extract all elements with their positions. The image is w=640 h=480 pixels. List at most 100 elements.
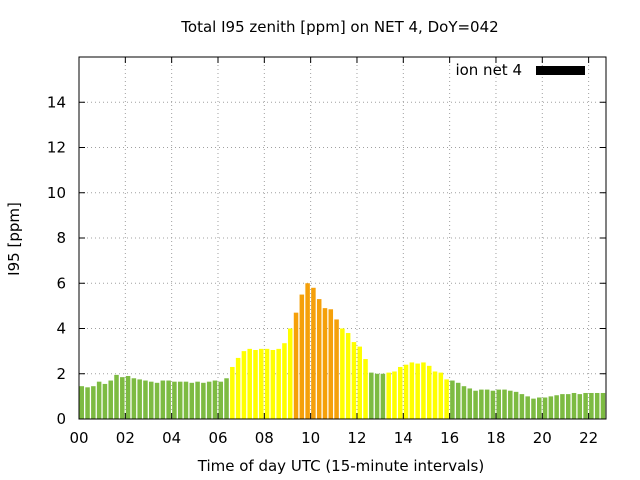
bar	[467, 388, 473, 419]
bar	[444, 379, 449, 419]
bar	[386, 372, 391, 419]
bars-layer	[79, 283, 606, 419]
bar	[531, 398, 536, 419]
bar	[363, 359, 368, 419]
bar	[508, 390, 513, 419]
bar	[374, 373, 380, 419]
bar	[148, 381, 154, 419]
bar	[264, 348, 270, 419]
x-tick-label: 22	[579, 429, 598, 447]
bar	[571, 392, 577, 419]
bar	[334, 319, 339, 419]
bar	[565, 394, 571, 419]
bar	[259, 348, 264, 419]
bar	[502, 389, 507, 419]
x-tick-label: 00	[69, 429, 88, 447]
bar	[409, 362, 415, 419]
bar	[114, 374, 119, 419]
bar	[183, 381, 189, 419]
bar	[85, 387, 90, 419]
bar	[241, 351, 247, 419]
bar	[201, 382, 206, 419]
bar	[276, 348, 281, 419]
bar	[322, 308, 328, 419]
bar	[96, 381, 102, 419]
bar	[525, 396, 530, 419]
bar	[432, 371, 438, 419]
bar	[380, 373, 386, 419]
bar	[137, 379, 142, 419]
bar	[224, 378, 229, 419]
grid-layer	[79, 57, 606, 419]
y-tick-label: 2	[56, 365, 66, 383]
bar	[120, 377, 125, 419]
bar	[415, 363, 420, 419]
bar	[177, 381, 183, 419]
bar	[316, 299, 322, 419]
bar	[299, 294, 305, 419]
bar	[490, 390, 496, 419]
y-tick-label: 14	[47, 93, 66, 111]
x-tick-label: 04	[162, 429, 181, 447]
bar	[438, 372, 444, 419]
bar	[594, 392, 600, 419]
bar	[206, 381, 212, 419]
bar	[195, 381, 200, 419]
x-tick-label: 20	[533, 429, 552, 447]
legend: ion net 4	[455, 61, 585, 79]
bar	[351, 342, 357, 419]
bar	[154, 382, 160, 419]
bar	[548, 396, 554, 419]
bar	[426, 365, 432, 419]
bar	[345, 333, 351, 419]
bar	[328, 309, 334, 419]
x-tick-label: 06	[208, 429, 227, 447]
x-tick-label: 14	[394, 429, 413, 447]
bar	[450, 380, 455, 419]
bar	[189, 382, 195, 419]
x-tick-label: 18	[486, 429, 505, 447]
bar	[455, 382, 461, 419]
bar	[369, 372, 374, 419]
bar	[484, 389, 490, 419]
bar	[479, 389, 484, 419]
bar	[305, 283, 310, 419]
bar	[270, 349, 276, 419]
bar	[560, 394, 565, 419]
bar	[247, 348, 252, 419]
bar	[293, 312, 299, 419]
bar	[287, 328, 293, 419]
bar	[143, 380, 148, 419]
y-tick-label: 10	[47, 184, 66, 202]
bar	[421, 362, 426, 419]
bar	[583, 392, 588, 419]
bar	[554, 395, 559, 419]
bar	[357, 346, 362, 419]
y-tick-label: 12	[47, 139, 66, 157]
bar	[340, 328, 345, 419]
bar	[403, 364, 409, 419]
bar	[212, 380, 218, 419]
bar	[589, 392, 594, 419]
y-tick-label: 6	[56, 274, 66, 292]
bar	[102, 383, 108, 419]
bar	[392, 371, 397, 419]
x-tick-label: 08	[255, 429, 274, 447]
x-tick-label: 12	[347, 429, 366, 447]
y-tick-label: 4	[56, 320, 66, 338]
bar	[235, 357, 241, 419]
bar	[519, 394, 525, 419]
bar	[282, 343, 287, 419]
y-axis-label: I95 [ppm]	[5, 202, 23, 276]
x-tick-label: 16	[440, 429, 459, 447]
bar	[230, 366, 235, 419]
bar	[537, 397, 542, 419]
bar	[496, 389, 501, 419]
y-tick-label: 8	[56, 229, 66, 247]
bar	[172, 381, 177, 419]
legend-swatch	[536, 66, 585, 75]
bar	[311, 287, 316, 419]
legend-label: ion net 4	[455, 61, 522, 79]
